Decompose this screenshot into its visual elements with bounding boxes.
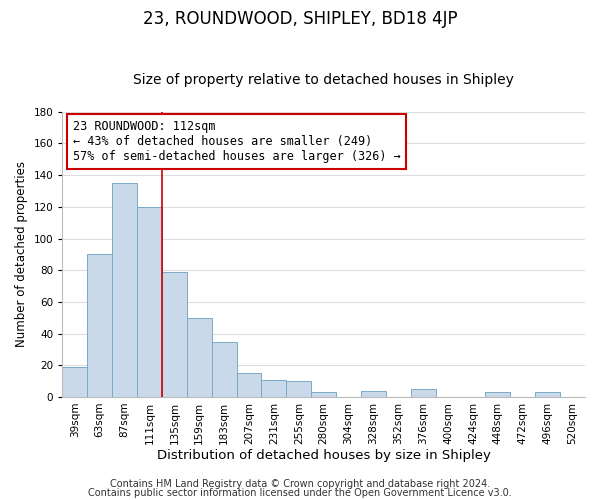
Text: Contains public sector information licensed under the Open Government Licence v3: Contains public sector information licen… xyxy=(88,488,512,498)
Bar xyxy=(137,207,162,397)
Bar xyxy=(62,367,87,397)
Title: Size of property relative to detached houses in Shipley: Size of property relative to detached ho… xyxy=(133,73,514,87)
Bar xyxy=(262,380,286,397)
Bar xyxy=(112,183,137,397)
Bar xyxy=(535,392,560,397)
Bar xyxy=(485,392,511,397)
Bar xyxy=(311,392,336,397)
Bar xyxy=(187,318,212,397)
Bar xyxy=(361,390,386,397)
X-axis label: Distribution of detached houses by size in Shipley: Distribution of detached houses by size … xyxy=(157,450,491,462)
Y-axis label: Number of detached properties: Number of detached properties xyxy=(15,162,28,348)
Text: 23, ROUNDWOOD, SHIPLEY, BD18 4JP: 23, ROUNDWOOD, SHIPLEY, BD18 4JP xyxy=(143,10,457,28)
Bar xyxy=(411,389,436,397)
Text: 23 ROUNDWOOD: 112sqm
← 43% of detached houses are smaller (249)
57% of semi-deta: 23 ROUNDWOOD: 112sqm ← 43% of detached h… xyxy=(73,120,401,164)
Bar xyxy=(236,373,262,397)
Bar xyxy=(286,381,311,397)
Bar xyxy=(212,342,236,397)
Bar xyxy=(162,272,187,397)
Bar xyxy=(87,254,112,397)
Text: Contains HM Land Registry data © Crown copyright and database right 2024.: Contains HM Land Registry data © Crown c… xyxy=(110,479,490,489)
